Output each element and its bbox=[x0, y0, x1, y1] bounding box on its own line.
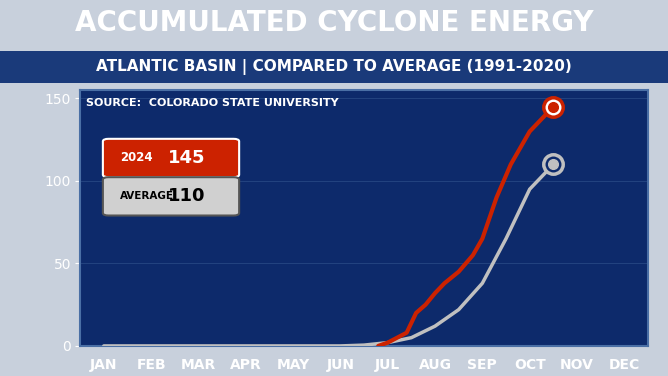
FancyBboxPatch shape bbox=[103, 139, 239, 177]
Text: ATLANTIC BASIN | COMPARED TO AVERAGE (1991-2020): ATLANTIC BASIN | COMPARED TO AVERAGE (19… bbox=[96, 59, 572, 75]
Text: 145: 145 bbox=[168, 149, 205, 167]
Text: AVERAGE: AVERAGE bbox=[120, 191, 174, 201]
Bar bbox=[0, 51, 668, 83]
Text: SOURCE:  COLORADO STATE UNIVERSITY: SOURCE: COLORADO STATE UNIVERSITY bbox=[86, 98, 339, 108]
Text: 110: 110 bbox=[168, 187, 205, 205]
FancyBboxPatch shape bbox=[103, 177, 239, 215]
Text: ACCUMULATED CYCLONE ENERGY: ACCUMULATED CYCLONE ENERGY bbox=[75, 9, 593, 37]
Text: 2024: 2024 bbox=[120, 152, 152, 164]
